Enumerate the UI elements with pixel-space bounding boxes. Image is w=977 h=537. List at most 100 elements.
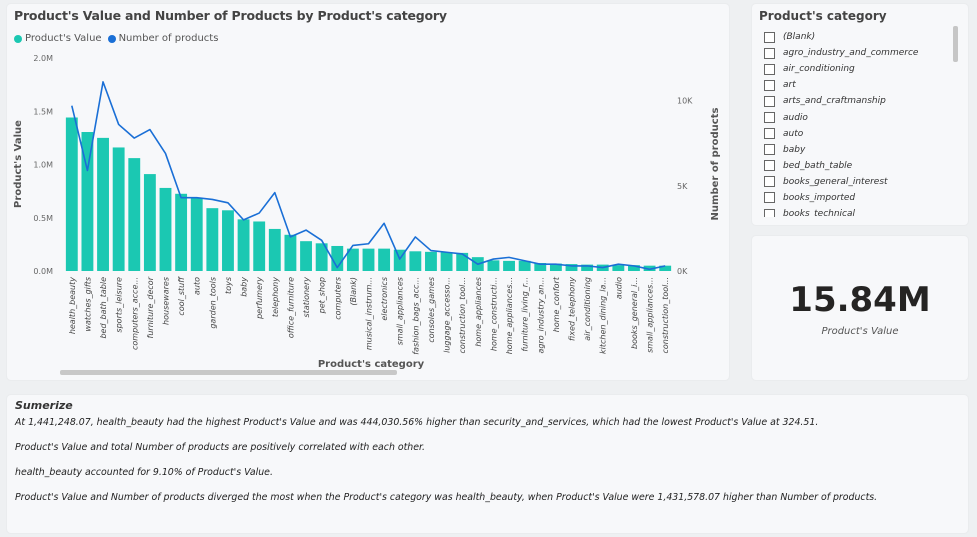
checkbox[interactable]: [764, 112, 775, 124]
slicer-item[interactable]: audio: [764, 109, 952, 125]
checkbox[interactable]: [764, 79, 775, 91]
x-tick-label: watches_gifts: [83, 277, 92, 332]
slicer-scrollbar[interactable]: [953, 26, 958, 62]
y-left-tick-label: 1.0M: [33, 161, 53, 170]
bar: [409, 251, 422, 271]
x-tick-label: stationery: [302, 277, 311, 318]
checkbox[interactable]: [764, 208, 775, 217]
slicer-item-label: baby: [783, 144, 806, 155]
legend-dot-value: [14, 34, 22, 43]
card-value: 15.84M: [789, 280, 931, 320]
x-tick-label: office_furniture: [286, 277, 295, 338]
checkbox[interactable]: [764, 128, 775, 140]
legend-item-count[interactable]: Number of products: [107, 33, 218, 44]
bar: [425, 251, 437, 271]
slicer-item[interactable]: agro_industry_and_commerce: [764, 45, 952, 61]
slicer-item-label: auto: [783, 128, 804, 139]
bar: [518, 260, 531, 271]
checkbox[interactable]: [764, 47, 775, 59]
chart-horizontal-scrollbar[interactable]: [60, 370, 397, 375]
x-tick-label: kitchen_dining_la...: [599, 277, 608, 354]
smart-narrative: Sumerize At 1,441,248.07, health_beauty …: [7, 395, 968, 533]
line-series-number-of-products: [71, 81, 666, 271]
summary-line: Product's Value and Number of products d…: [15, 492, 878, 503]
bar: [81, 132, 94, 271]
slicer-item[interactable]: air_conditioning: [764, 61, 952, 77]
summary-line: Product's Value and total Number of prod…: [15, 442, 425, 453]
y-right-axis-title: Number of products: [710, 108, 721, 221]
bar: [331, 245, 344, 271]
bar: [159, 187, 172, 271]
x-tick-label: small_appliances: [396, 277, 405, 345]
slicer-item-label: air_conditioning: [783, 64, 855, 75]
x-tick-label: consoles_games: [427, 277, 436, 343]
bar: [440, 252, 453, 271]
x-tick-label: (Blank): [349, 277, 358, 306]
summary-line: At 1,441,248.07, health_beauty had the h…: [15, 417, 819, 428]
bar: [175, 193, 188, 271]
chart-title: Product's Value and Number of Products b…: [14, 8, 447, 23]
slicer-item-label: art: [783, 80, 796, 91]
checkbox[interactable]: [764, 31, 775, 43]
checkbox[interactable]: [764, 176, 775, 188]
bar: [112, 147, 125, 271]
y-left-tick-label: 0.0M: [33, 267, 53, 276]
slicer-item[interactable]: art: [764, 77, 952, 93]
x-tick-label: toys: [224, 277, 233, 294]
slicer-item-label: audio: [783, 112, 808, 123]
slicer-list: (Blank) agro_industry_and_commerce air_con…: [764, 29, 952, 217]
x-tick-label: home_constructi...: [489, 277, 498, 351]
slicer-item-label: agro_industry_and_commerce: [783, 48, 919, 59]
bar: [300, 241, 312, 271]
x-tick-label: perfumery: [255, 277, 264, 320]
x-tick-label: fixed_telephony: [568, 277, 577, 341]
slicer-item[interactable]: arts_and_craftmanship: [764, 93, 952, 109]
x-tick-label: books_general_i...: [630, 277, 639, 349]
bar: [206, 208, 219, 271]
x-tick-label: construction_tool...: [458, 277, 467, 354]
legend-item-value[interactable]: Product's Value: [14, 33, 102, 44]
checkbox[interactable]: [764, 144, 775, 156]
x-tick-label: audio: [614, 277, 623, 299]
bar: [143, 174, 156, 271]
x-tick-label: bed_bath_table: [99, 277, 108, 339]
legend-dot-count: [107, 34, 116, 43]
slicer-item-label: (Blank): [783, 32, 816, 43]
slicer-item[interactable]: baby: [764, 142, 952, 158]
checkbox[interactable]: [764, 192, 775, 204]
slicer-item[interactable]: (Blank): [764, 29, 952, 45]
x-tick-label: construction_tool...: [661, 277, 670, 354]
bar: [97, 137, 109, 271]
checkbox[interactable]: [764, 63, 775, 75]
slicer-item-label: arts_and_craftmanship: [783, 96, 886, 107]
x-tick-label: air_conditioning: [583, 277, 592, 341]
checkbox[interactable]: [764, 160, 775, 172]
bar: [253, 221, 266, 271]
x-tick-label: home_appliances: [474, 277, 483, 347]
x-tick-label: home_appliances...: [505, 277, 514, 354]
x-tick-label: pet_shop: [318, 277, 327, 314]
x-tick-label: auto: [193, 277, 202, 295]
x-tick-label: home_confort: [552, 276, 561, 332]
x-tick-label: housewares: [162, 277, 171, 325]
bar: [549, 263, 562, 271]
slicer-item[interactable]: bed_bath_table: [764, 158, 952, 174]
x-tick-label: agro_industry_an...: [536, 277, 545, 354]
slicer-item[interactable]: books_general_interest: [764, 174, 952, 190]
combo-chart-visual[interactable]: Product's Value and Number of Products b…: [7, 4, 729, 380]
slicer-item[interactable]: books_technical: [764, 206, 952, 217]
slicer-item-label: books_technical: [783, 209, 856, 217]
bar: [128, 158, 141, 271]
bar: [456, 252, 469, 271]
bar: [628, 265, 640, 271]
legend-label-value: Product's Value: [25, 33, 102, 44]
slicer-item[interactable]: auto: [764, 126, 952, 142]
x-tick-label: computers_acce...: [130, 277, 139, 350]
slicer-item[interactable]: books_imported: [764, 190, 952, 206]
slicer-item-label: bed_bath_table: [783, 160, 853, 171]
x-tick-label: sports_leisure: [115, 277, 124, 333]
x-tick-label: health_beauty: [68, 277, 77, 334]
bar: [268, 228, 281, 271]
y-left-tick-label: 2.0M: [33, 54, 53, 63]
checkbox[interactable]: [764, 95, 775, 107]
